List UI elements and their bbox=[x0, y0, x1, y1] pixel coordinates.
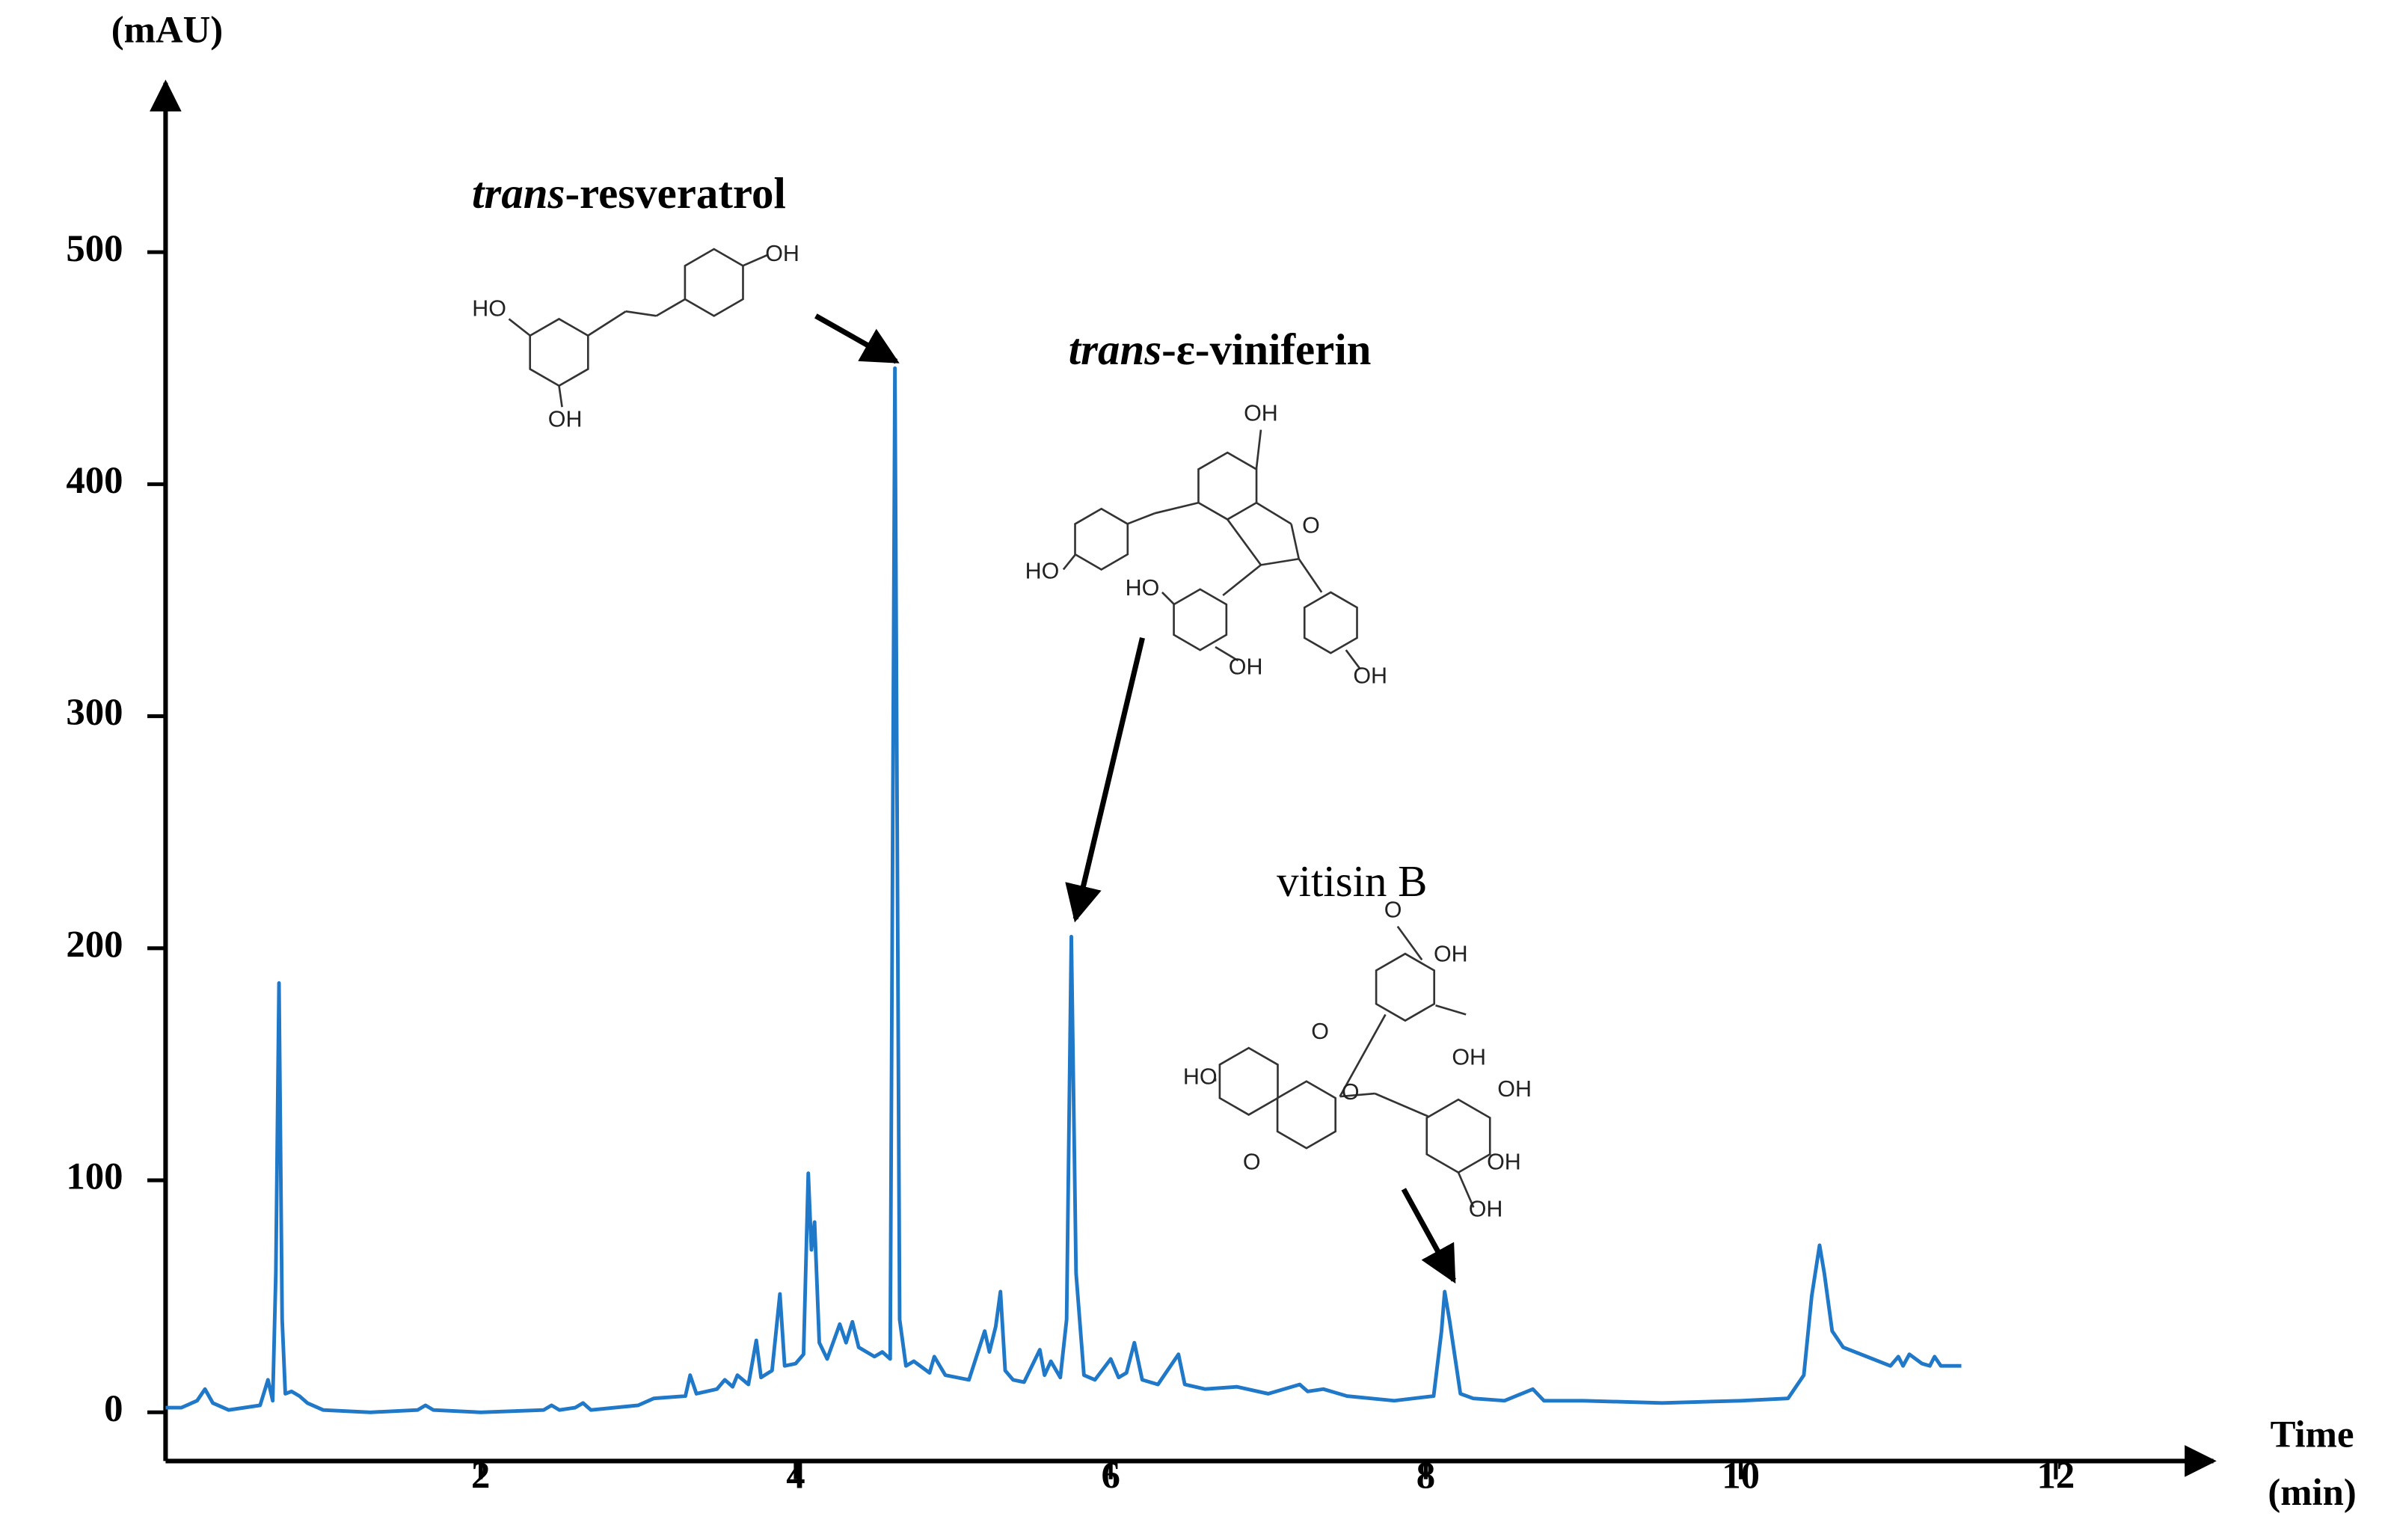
structure-label: OH bbox=[1434, 941, 1468, 966]
structure-bond bbox=[1260, 557, 1299, 566]
structure-bond bbox=[1227, 518, 1262, 566]
x-tick-label: 8 bbox=[1416, 1454, 1435, 1496]
x-tick-label: 6 bbox=[1101, 1454, 1120, 1496]
structure-bond bbox=[1374, 1092, 1428, 1117]
structure-ring bbox=[1197, 451, 1258, 521]
structure-ring bbox=[684, 248, 744, 317]
annotation-arrow bbox=[814, 313, 900, 364]
structure-bond bbox=[587, 310, 627, 337]
y-tick-label: 200 bbox=[66, 923, 123, 965]
structure-ring bbox=[1276, 1080, 1336, 1150]
structure-label: HO bbox=[1183, 1064, 1218, 1090]
structure-bond bbox=[1345, 649, 1361, 669]
structure-bond bbox=[1256, 501, 1292, 525]
structure-ring bbox=[1425, 1098, 1491, 1174]
annotation-text: -resveratrol bbox=[565, 168, 785, 217]
structure-bond bbox=[1126, 512, 1155, 525]
x-tick-label: 4 bbox=[786, 1454, 805, 1496]
annotation-label: vitisin B bbox=[1277, 856, 1427, 905]
y-tick-label: 400 bbox=[66, 459, 123, 501]
structure-bond bbox=[1396, 925, 1423, 961]
y-tick-label: 500 bbox=[66, 227, 123, 269]
x-tick-label: 12 bbox=[2037, 1454, 2075, 1496]
structure-bond bbox=[1435, 1004, 1467, 1016]
structure-bond bbox=[1062, 553, 1077, 571]
structure-label: OH bbox=[765, 241, 799, 266]
x-axis-title: (min) bbox=[2268, 1471, 2356, 1513]
annotation-text: -ε-viniferin bbox=[1161, 325, 1371, 374]
structure-bond bbox=[1339, 1092, 1375, 1098]
structure-bond bbox=[558, 385, 563, 408]
structure-label: OH bbox=[1353, 663, 1387, 689]
annotation-arrow bbox=[1065, 637, 1145, 923]
structure-label: OH bbox=[1469, 1196, 1503, 1221]
structure-ring bbox=[1074, 507, 1129, 571]
structure-bond bbox=[1298, 558, 1323, 593]
y-tick-label: 100 bbox=[66, 1156, 123, 1197]
y-tick-label: 0 bbox=[104, 1387, 123, 1429]
structure-label: O bbox=[1311, 1019, 1329, 1044]
structure-label: O bbox=[1302, 513, 1320, 539]
y-axis-title: (mAU) bbox=[111, 8, 223, 50]
annotation-arrow bbox=[1401, 1188, 1457, 1284]
structure-label: O bbox=[1342, 1079, 1360, 1105]
structure-label: HO bbox=[1126, 575, 1160, 601]
annotation-text: vitisin B bbox=[1277, 856, 1427, 905]
structure-bond bbox=[1154, 501, 1199, 515]
structure-bond bbox=[655, 298, 686, 317]
structure-label: HO bbox=[472, 295, 506, 321]
annotation-italic: trans bbox=[472, 168, 565, 217]
chromatogram-line bbox=[165, 366, 1962, 1414]
structure-label: OH bbox=[1452, 1044, 1486, 1070]
structure-ring bbox=[529, 317, 589, 387]
structure-ring bbox=[1303, 591, 1358, 654]
annotation-label: trans-ε-viniferin bbox=[1069, 325, 1372, 374]
x-tick-label: 2 bbox=[471, 1454, 490, 1496]
structure-label: O bbox=[1243, 1149, 1261, 1174]
annotation-label: trans-resveratrol bbox=[472, 168, 786, 217]
structure-label: OH bbox=[1229, 654, 1263, 680]
structure-bond bbox=[1290, 524, 1301, 559]
structure-ring bbox=[1173, 588, 1228, 651]
structure-label: OH bbox=[1487, 1149, 1521, 1174]
structure-bond bbox=[625, 310, 657, 317]
structure-bond bbox=[508, 318, 531, 337]
structure-label: OH bbox=[1497, 1076, 1532, 1102]
structure-label: O bbox=[1384, 897, 1402, 922]
y-tick-label: 300 bbox=[66, 691, 123, 733]
structure-bond bbox=[1222, 564, 1262, 597]
x-tick-label: 10 bbox=[1722, 1454, 1760, 1496]
structure-bond bbox=[742, 254, 768, 267]
structure-label: HO bbox=[1025, 559, 1060, 584]
structure-label: OH bbox=[1244, 400, 1278, 426]
annotation-italic: trans bbox=[1069, 325, 1161, 374]
structure-bond bbox=[1457, 1172, 1475, 1208]
structure-bond bbox=[1339, 1013, 1387, 1097]
structure-bond bbox=[1215, 645, 1239, 662]
structure-bond bbox=[1255, 429, 1262, 470]
structure-ring bbox=[1375, 952, 1436, 1022]
x-axis-title: Time bbox=[2271, 1414, 2354, 1455]
structure-label: OH bbox=[548, 407, 583, 432]
structure-ring bbox=[1218, 1046, 1279, 1116]
structure-bond bbox=[1161, 591, 1176, 606]
